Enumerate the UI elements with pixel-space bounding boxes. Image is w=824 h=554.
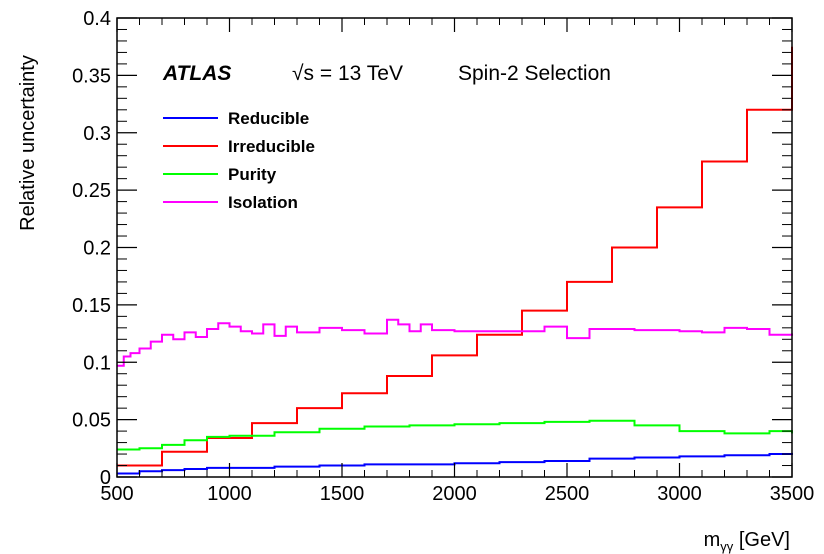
x-axis-title-unit: [GeV] xyxy=(733,529,790,551)
y-tick-label: 0.1 xyxy=(83,352,111,374)
y-tick-label: 0.25 xyxy=(72,180,111,202)
y-tick-label: 0.3 xyxy=(83,123,111,145)
series-irreducible xyxy=(117,46,793,467)
y-tick-label: 0 xyxy=(100,467,111,489)
energy-label: √s = 13 TeV xyxy=(292,62,403,85)
y-axis-title: Relative uncertainty xyxy=(17,55,39,231)
ticks-layer xyxy=(116,17,793,478)
x-tick-label: 2000 xyxy=(432,483,477,505)
x-axis-title-main: m xyxy=(704,529,721,551)
series-isolation xyxy=(117,318,793,367)
y-tick-label: 0.2 xyxy=(83,238,111,260)
selection-label: Spin-2 Selection xyxy=(458,62,611,85)
y-tick-label: 0.4 xyxy=(83,8,111,30)
x-axis-title-sub: γγ xyxy=(720,539,734,554)
legend-label-isolation: Isolation xyxy=(228,193,298,212)
x-tick-label: 2500 xyxy=(545,483,590,505)
x-tick-label: 3000 xyxy=(657,483,702,505)
legend: Reducible Irreducible Purity Isolation xyxy=(163,109,315,212)
y-tick-label: 0.15 xyxy=(72,295,111,317)
legend-label-reducible: Reducible xyxy=(228,109,309,128)
x-tick-label: 3500 xyxy=(770,483,815,505)
x-axis-title: mγγ [GeV] xyxy=(704,529,790,554)
y-tick-label: 0.35 xyxy=(72,65,111,87)
legend-label-irreducible: Irreducible xyxy=(228,137,315,156)
x-tick-labels: 500 1000 1500 2000 2500 3000 3500 xyxy=(100,483,814,505)
y-tick-label: 0.05 xyxy=(72,410,111,432)
legend-label-purity: Purity xyxy=(228,165,277,184)
series-purity xyxy=(117,419,793,451)
energy-root-sign: √ xyxy=(292,62,304,85)
y-tick-labels: 0 0.05 0.1 0.15 0.2 0.25 0.3 0.35 0.4 xyxy=(72,8,111,489)
atlas-label: ATLAS xyxy=(162,62,231,85)
x-tick-label: 1500 xyxy=(320,483,365,505)
x-tick-label: 1000 xyxy=(207,483,252,505)
x-tick-label: 500 xyxy=(100,483,133,505)
energy-value: s = 13 TeV xyxy=(304,62,403,85)
